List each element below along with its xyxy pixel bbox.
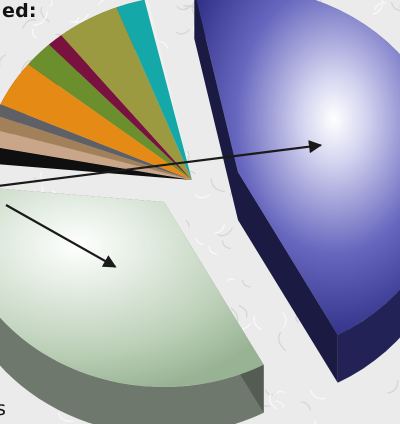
annotation-arrow-0 — [0, 140, 323, 187]
pie-slice-11 — [144, 0, 192, 180]
annotation-arrow-1 — [5, 204, 117, 268]
chart-title-fragment: ed: — [2, 0, 37, 22]
bottom-text-fragment: s — [0, 398, 6, 420]
pie-slice-5 — [0, 104, 192, 180]
pie-slice-7 — [28, 44, 193, 180]
pie-slice-9 — [61, 7, 193, 181]
pie-slice-wall-0-0 — [194, 0, 238, 220]
pie-slice-8 — [49, 35, 192, 180]
pie-slice-wall-0-1 — [238, 172, 338, 383]
pie-slice-10 — [116, 0, 192, 180]
pie-slice-0 — [196, 0, 400, 335]
pie-slice-6 — [0, 64, 193, 180]
pie-slice-side-1 — [0, 317, 264, 424]
